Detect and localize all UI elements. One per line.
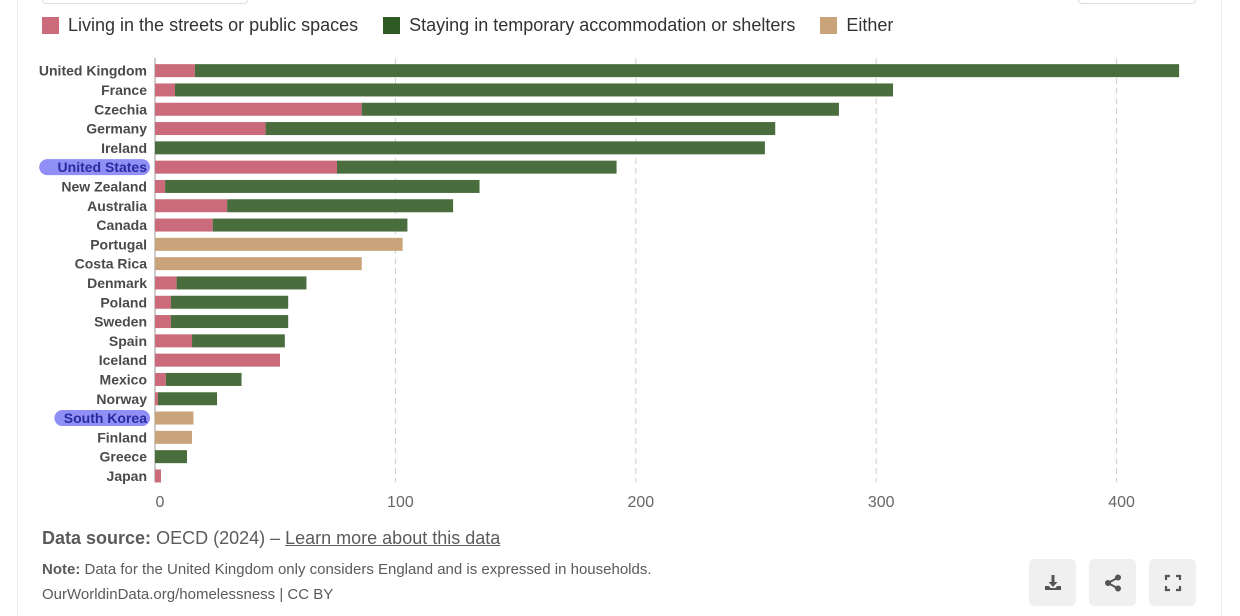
bar-segment[interactable] [155, 353, 281, 367]
country-label[interactable]: United Kingdom [39, 63, 147, 79]
country-label[interactable]: South Korea [64, 410, 147, 426]
country-label[interactable]: Portugal [90, 236, 147, 252]
country-highlight [39, 159, 151, 176]
x-tick-label: 100 [387, 494, 414, 511]
bar-segment[interactable] [155, 276, 177, 290]
bar-segment[interactable] [155, 430, 193, 444]
download-button[interactable] [1029, 559, 1076, 606]
x-tick-label: 400 [1108, 494, 1135, 511]
country-label[interactable]: Spain [109, 333, 147, 349]
bar-segment[interactable] [155, 315, 171, 329]
country-label[interactable]: Denmark [87, 275, 147, 291]
source-text: OECD (2024) – [156, 528, 286, 548]
note-text: Data for the United Kingdom only conside… [84, 561, 652, 578]
bar-segment[interactable] [212, 218, 408, 232]
bar-segment[interactable] [155, 411, 194, 425]
country-label[interactable]: Costa Rica [75, 256, 148, 272]
bar-segment[interactable] [155, 334, 193, 348]
tab-bar-right[interactable] [1078, 0, 1196, 4]
share-icon [1104, 574, 1121, 591]
tab-bar-left[interactable] [42, 0, 248, 4]
bar-segment[interactable] [265, 122, 776, 136]
legend-label-streets: Living in the streets or public spaces [68, 14, 359, 35]
frame-border-right [1221, 0, 1222, 616]
note-label: Note: [42, 561, 81, 578]
bar-segment[interactable] [155, 83, 175, 97]
learn-more-link[interactable]: Learn more about this data [285, 528, 501, 548]
country-label[interactable]: Australia [87, 198, 147, 214]
country-label[interactable]: Sweden [94, 314, 147, 330]
bar-segment[interactable] [361, 102, 839, 116]
legend-item-streets[interactable]: Living in the streets or public spaces [42, 15, 358, 36]
country-label[interactable]: Germany [86, 121, 147, 137]
x-tick-label: 0 [156, 494, 165, 511]
bar-segment[interactable] [170, 295, 289, 309]
bar-segment[interactable] [155, 295, 171, 309]
bar-segment[interactable] [155, 372, 166, 386]
bar-segment[interactable] [192, 334, 285, 348]
legend-item-either[interactable]: Either [820, 15, 893, 36]
bar-segment[interactable] [176, 276, 307, 290]
country-highlight [54, 410, 150, 427]
bar-segment[interactable] [336, 160, 617, 174]
bar-segment[interactable] [165, 372, 242, 386]
legend-swatch-either [820, 16, 838, 34]
bar-segment[interactable] [157, 392, 218, 406]
legend-swatch-streets [42, 16, 59, 34]
chart-credit: OurWorldinData.org/homelessness | CC BY [42, 586, 334, 603]
country-label[interactable]: Canada [96, 217, 147, 233]
bar-segment[interactable] [155, 237, 403, 251]
download-icon [1044, 574, 1061, 590]
country-label[interactable]: Czechia [94, 101, 147, 117]
bar-segment[interactable] [170, 315, 289, 329]
bar-segment[interactable] [155, 64, 195, 78]
bar-segment[interactable] [155, 141, 765, 155]
country-label[interactable]: France [101, 82, 147, 98]
bar-segment[interactable] [155, 122, 266, 136]
bar-segment[interactable] [155, 257, 362, 271]
x-tick-label: 200 [627, 494, 654, 511]
bar-segment[interactable] [155, 392, 158, 406]
legend-swatch-temporary [383, 16, 401, 34]
x-tick-label: 300 [868, 494, 895, 511]
bar-segment[interactable] [174, 83, 894, 97]
country-label[interactable]: New Zealand [61, 178, 147, 194]
country-label[interactable]: Greece [100, 449, 148, 465]
legend-label-temporary: Staying in temporary accommodation or sh… [409, 14, 796, 35]
bar-segment[interactable] [155, 199, 228, 213]
share-button[interactable] [1089, 559, 1136, 606]
country-label[interactable]: Finland [97, 429, 147, 445]
bar-segment[interactable] [155, 160, 337, 174]
bar-segment[interactable] [227, 199, 454, 213]
legend-label-either: Either [846, 14, 894, 35]
bar-segment[interactable] [155, 450, 187, 464]
country-label[interactable]: Japan [107, 468, 147, 484]
bar-segment[interactable] [155, 102, 362, 116]
source-label: Data source: [42, 528, 152, 548]
legend-item-temporary[interactable]: Staying in temporary accommodation or sh… [383, 15, 795, 36]
country-label[interactable]: Mexico [100, 371, 147, 387]
bar-segment[interactable] [155, 218, 213, 232]
fullscreen-button[interactable] [1149, 559, 1196, 606]
frame-border-left [17, 0, 18, 616]
country-label[interactable]: Iceland [99, 352, 147, 368]
bar-segment[interactable] [194, 64, 1180, 78]
bar-segment[interactable] [165, 179, 480, 193]
chart-note: Note: Data for the United Kingdom only c… [42, 561, 652, 578]
country-label[interactable]: Poland [100, 294, 147, 310]
country-label[interactable]: United States [58, 159, 148, 175]
country-label[interactable]: Ireland [101, 140, 147, 156]
data-source: Data source: OECD (2024) – Learn more ab… [42, 528, 500, 549]
fullscreen-icon [1164, 574, 1181, 591]
bar-chart: 0 100 200 300 400 United Kingdom France Czechia… [39, 58, 1180, 511]
bar-segment[interactable] [155, 179, 166, 193]
country-label[interactable]: Norway [96, 391, 147, 407]
bar-segment[interactable] [155, 469, 162, 483]
chart-legend: Living in the streets or public spaces S… [42, 13, 918, 37]
